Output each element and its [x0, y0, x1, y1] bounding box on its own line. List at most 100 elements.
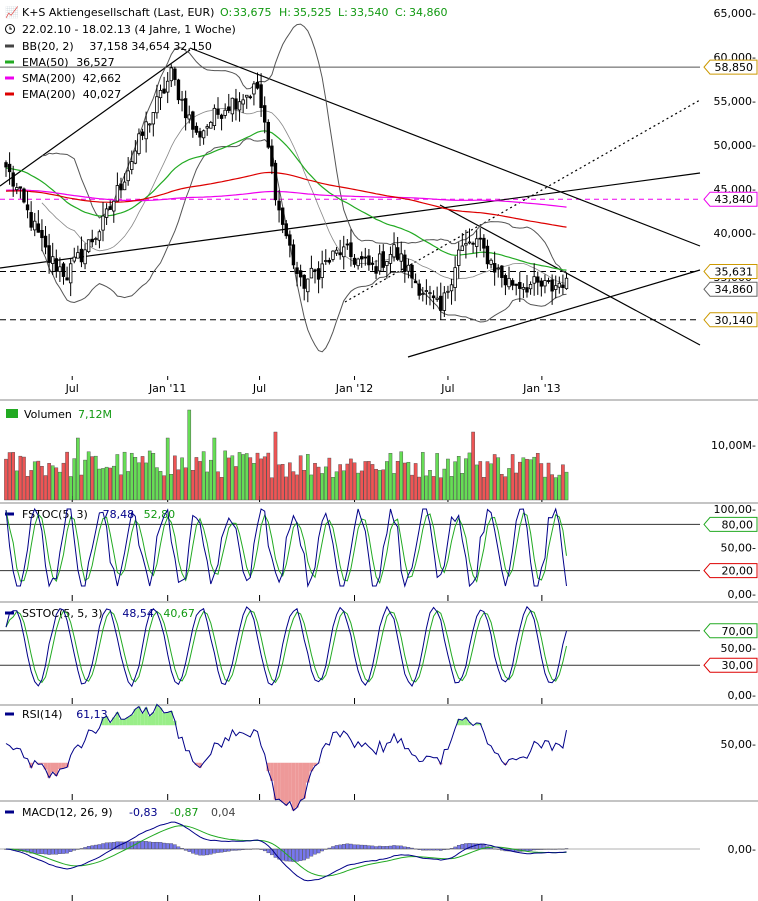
indicator-title: RSI(14)	[22, 708, 62, 721]
volume-bar	[553, 477, 558, 501]
legend-values: 42,662	[83, 72, 122, 85]
volume-bar	[7, 452, 12, 501]
volume-bar	[155, 467, 159, 501]
volume-bar	[557, 474, 562, 501]
trendline-dotted-channel	[344, 99, 701, 303]
candle-body	[485, 245, 490, 265]
candle-body	[435, 297, 439, 300]
volume-bar	[273, 431, 278, 501]
candle-body	[22, 188, 26, 203]
rsi-y-tick-label: 50,00-	[721, 738, 756, 751]
volume-bar	[496, 457, 501, 501]
candle-body	[352, 257, 357, 265]
volume-bar	[420, 452, 425, 501]
indicator-value: -0,83	[129, 806, 157, 819]
candle-body	[298, 270, 303, 278]
macd-histogram-bar	[216, 848, 220, 853]
rsi-overbought-fill	[119, 719, 123, 726]
macd-histogram-bar	[388, 845, 393, 850]
volume-bar	[298, 455, 303, 501]
ohlc-low-label: L:	[338, 6, 348, 19]
candle-body	[262, 105, 267, 123]
volume-bar	[507, 468, 511, 501]
candle-body	[417, 283, 421, 296]
volume-bar	[381, 469, 386, 501]
candle-body	[342, 246, 346, 258]
volume-bar	[377, 470, 382, 501]
candle-body	[291, 244, 296, 266]
price-panel: 65,000-60,000-55,000-50,000-45,000-40,00…	[0, 7, 758, 358]
price-tag-box	[703, 312, 758, 328]
candle-body	[313, 269, 317, 272]
volume-bar	[392, 473, 396, 501]
candle-body	[194, 125, 199, 133]
volume-bar	[36, 460, 41, 501]
candle-body	[410, 264, 414, 279]
macd-histogram-bar	[266, 848, 271, 854]
candle-body	[399, 253, 403, 262]
ohlc-close-label: C:	[395, 6, 406, 19]
macd-histogram-bar	[194, 848, 199, 855]
candle-body	[83, 249, 87, 265]
fstoc-y-tick-label: 100,00-	[714, 503, 756, 516]
macd-histogram-bar	[68, 848, 73, 852]
volume-bar	[219, 477, 224, 501]
rsi-oversold-fill	[198, 762, 202, 768]
candle-body	[557, 282, 562, 288]
bollinger-upper	[41, 23, 567, 273]
volume-bar	[406, 461, 411, 501]
candle-body	[101, 215, 105, 231]
macd-histogram-bar	[50, 848, 55, 855]
macd-signal-line	[5, 825, 567, 877]
volume-bar	[295, 474, 299, 501]
x-tick-label: Jul	[252, 382, 266, 395]
candle-body	[564, 277, 569, 290]
macd-histogram-bar	[176, 846, 181, 850]
candle-body	[90, 238, 94, 243]
candle-body	[460, 245, 465, 251]
volume-bar	[83, 459, 87, 501]
candle-body	[255, 81, 260, 89]
volume-bar	[68, 476, 73, 501]
candle-body	[54, 258, 59, 272]
rsi-oversold-fill	[266, 762, 271, 772]
candle-body	[169, 67, 173, 82]
candle-body	[205, 126, 209, 129]
candle-body	[489, 259, 493, 265]
candle-body	[219, 114, 224, 119]
macd-histogram-bar	[187, 848, 191, 852]
volume-bar	[4, 458, 8, 501]
candle-body	[40, 229, 44, 239]
rsi-oversold-fill	[306, 762, 310, 783]
candle-body	[521, 287, 526, 290]
macd-histogram-bar	[140, 841, 145, 850]
indicator-value: 61,13	[76, 708, 108, 721]
volume-bar	[97, 468, 102, 501]
candle-body	[216, 108, 220, 115]
indicator-value: 40,67	[163, 607, 195, 620]
candle-body	[237, 101, 242, 111]
candle-body	[94, 238, 98, 240]
volume-bar	[492, 454, 497, 501]
candle-body	[72, 256, 76, 262]
legend-label: BB(20, 2)	[22, 40, 74, 53]
indicator-title: FSTOC(5, 3)	[22, 508, 88, 521]
volume-bar	[514, 472, 519, 501]
candle-body	[360, 256, 364, 260]
volume-bar	[234, 466, 238, 501]
candle-body	[406, 264, 411, 272]
volume-bar	[345, 463, 350, 501]
candle-body	[270, 145, 274, 167]
volume-bar	[349, 458, 353, 501]
candle-body	[140, 131, 145, 136]
candle-body	[191, 111, 195, 130]
rsi-overbought-fill	[460, 720, 465, 726]
volume-bar	[449, 476, 454, 501]
macd-histogram-bar	[205, 848, 209, 856]
volume-bar	[79, 474, 84, 501]
rsi-overbought-fill	[165, 712, 170, 726]
fstoc-tag-80-box	[703, 516, 758, 532]
volume-bar	[32, 461, 37, 501]
ohlc-high-value: 35,525	[293, 6, 332, 19]
candle-body	[331, 250, 335, 260]
